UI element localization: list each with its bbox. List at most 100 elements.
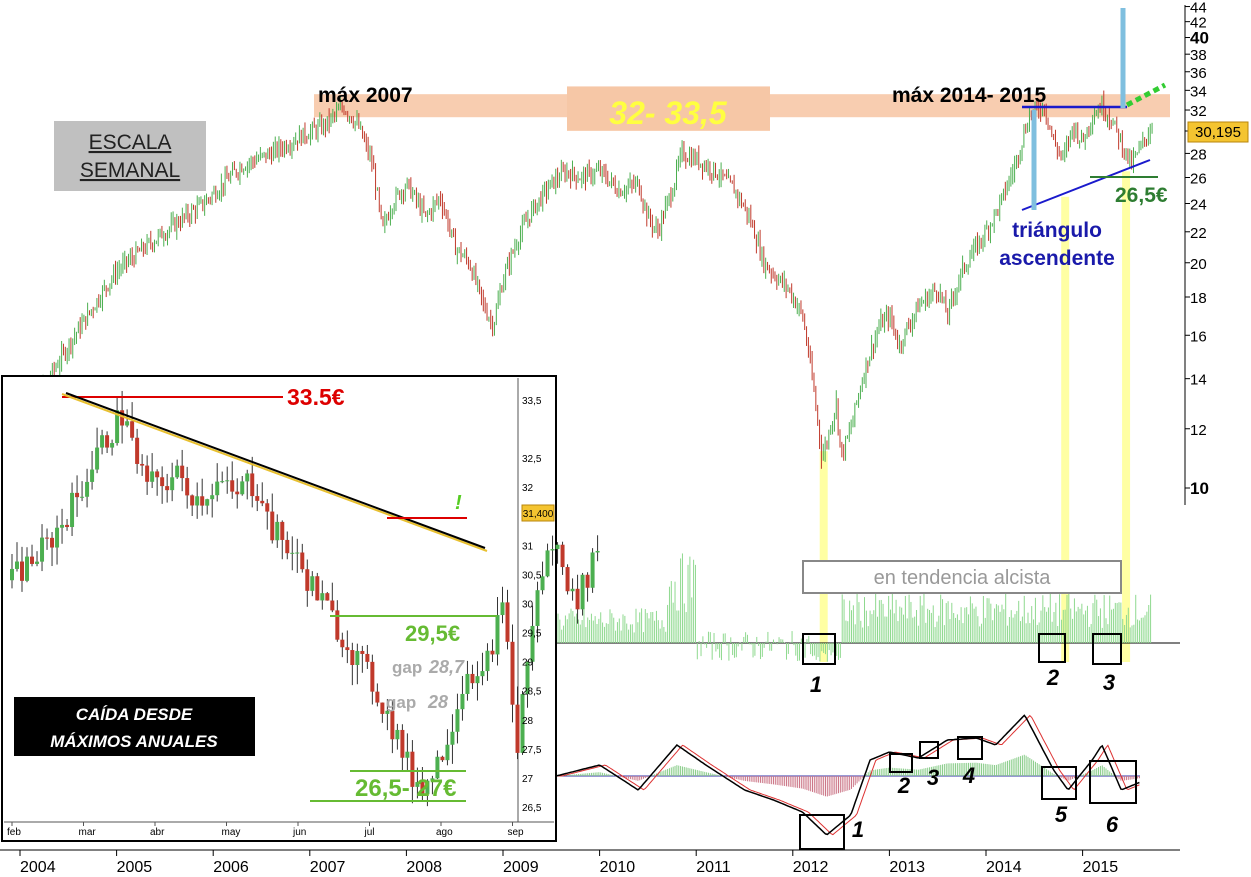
inset-candle-body [310,576,315,591]
inset-price-tick-label: 32 [522,483,534,494]
year-axis-ticks: 2004 2005 2006 2007 2008 2009 2010 2011 2012 2013… [19,850,1118,876]
inset-candle-body [165,486,170,491]
inset-month-ticks: feb mar abr may jun jul ago sep [7,822,524,838]
inset-candle-body [220,481,225,483]
price-candles [14,90,1153,469]
year-tick-label: 2009 [503,859,539,876]
highlight-bar-3 [1122,171,1131,662]
inset-candle-body [25,556,30,581]
inset-candle-body [10,568,14,581]
inset-candle-body [80,496,85,498]
inset-candle-body [290,552,295,554]
inset-candle-body [590,552,595,588]
triangle-label-line1: triángulo [1012,219,1102,242]
inset-candle-body [155,471,160,478]
inset-candle-body [45,537,50,539]
inset-candle-body [420,782,425,795]
inset-candle-body [430,778,435,781]
osc1-marker-box [1092,633,1122,665]
inset-candle-body [90,469,95,482]
inset-candle-body [275,521,280,541]
support-label: 26,5€ [1115,184,1168,207]
osc2-marker-label: 5 [1055,802,1068,827]
inset-candle-body [255,496,260,501]
inset-candle-body [105,435,110,448]
inset-candle-body [85,481,90,497]
inset-candle-body [455,709,460,732]
price-tick-label: 22 [1190,225,1207,242]
inset-candle-body [370,661,375,692]
inset-candle-body [125,421,130,426]
inset-candle-body [390,710,395,740]
inset-trendline-yellow [61,393,488,552]
inset-candle-body [400,729,405,758]
resistance-right-label: máx 2014- 2015 [892,84,1046,107]
inset-candle-body [260,500,265,504]
osc2-marker-label: 6 [1106,812,1119,837]
inset-candle-body [480,671,485,677]
inset-candle-body [355,650,360,666]
target-dotted-line [1125,82,1167,108]
inset-candle-body [405,751,410,758]
inset-candle-body [70,492,75,528]
inset-price-tick-label: 27,5 [522,745,542,756]
resistance-zone [314,86,1170,131]
inset-candle-body [270,511,275,541]
osc2-marker-label: 3 [927,765,939,790]
inset-candle-body [525,661,530,695]
inset-candle-body [100,435,105,448]
inset-last-price-tag [521,504,555,522]
inset-price-tick-label: 26,5 [522,803,542,814]
highlight-bar-2 [1061,196,1070,663]
inset-last-price-label: 31,400 [523,509,554,520]
inset-exclamation: ! [455,492,462,514]
osc2-marker-box [957,736,983,760]
inset-candle-body [235,491,240,495]
inset-candle-body [585,574,590,588]
inset-candle-body [535,590,540,626]
inset-title-line1: CAÍDA DESDE [76,705,193,724]
inset-resistance-label: 33.5€ [287,384,345,410]
inset-month-label: may [222,827,241,838]
inset-candle-body [75,492,80,498]
scale-box-line2: SEMANAL [80,159,180,182]
inset-candle-body [110,443,115,448]
inset-candle-body [520,694,525,753]
osc2-marker-box [799,814,845,850]
inset-candle-body [550,549,555,551]
inset-candle-body [145,465,150,482]
osc2-signal-line [556,714,1140,836]
price-axis-ticks: 444240383634323028262422201816141210 [1185,0,1209,498]
inset-candle-body [140,463,145,466]
inset-frame [1,375,557,842]
inset-price-tick-label: 30,5 [522,570,542,581]
inset-candle-body [245,473,250,482]
osc2-marker-label: 4 [962,763,975,788]
price-tick-label: 20 [1190,256,1207,273]
osc1-marker-label: 3 [1103,670,1115,695]
inset-candle-body [130,421,135,438]
inset-month-label: abr [150,827,165,838]
last-price-tag [1187,121,1249,143]
inset-candle-body [360,650,365,654]
inset-price-tick-label: 30 [522,600,534,611]
inset-candle-body [345,647,350,651]
inset-candle-body [160,477,165,487]
inset-candle-body [40,537,45,562]
osc2-marker-label: 1 [852,817,864,842]
year-tick-label: 2006 [213,859,249,876]
inset-gap1-value: 28,7 [428,657,465,677]
inset-candle-body [250,473,255,497]
inset-candle-body [580,574,585,610]
inset-title-line2: MÁXIMOS ANUALES [50,732,218,751]
inset-candle-body [460,693,465,710]
inset-candle-body [175,465,180,478]
oscillator-1-markers: 1 2 3 [802,633,1122,697]
inset-chart: 33,5 32,5 32 31 30,5 30 29,5 29 28,5 28 27,5 27 26,5… [1,375,600,842]
price-tick-label: 34 [1190,83,1207,100]
highlight-bars [819,171,1131,663]
inset-candle-body [240,481,245,495]
year-tick-label: 2011 [696,859,731,876]
inset-candle-body [350,650,355,666]
price-tick-label: 10 [1190,479,1209,498]
